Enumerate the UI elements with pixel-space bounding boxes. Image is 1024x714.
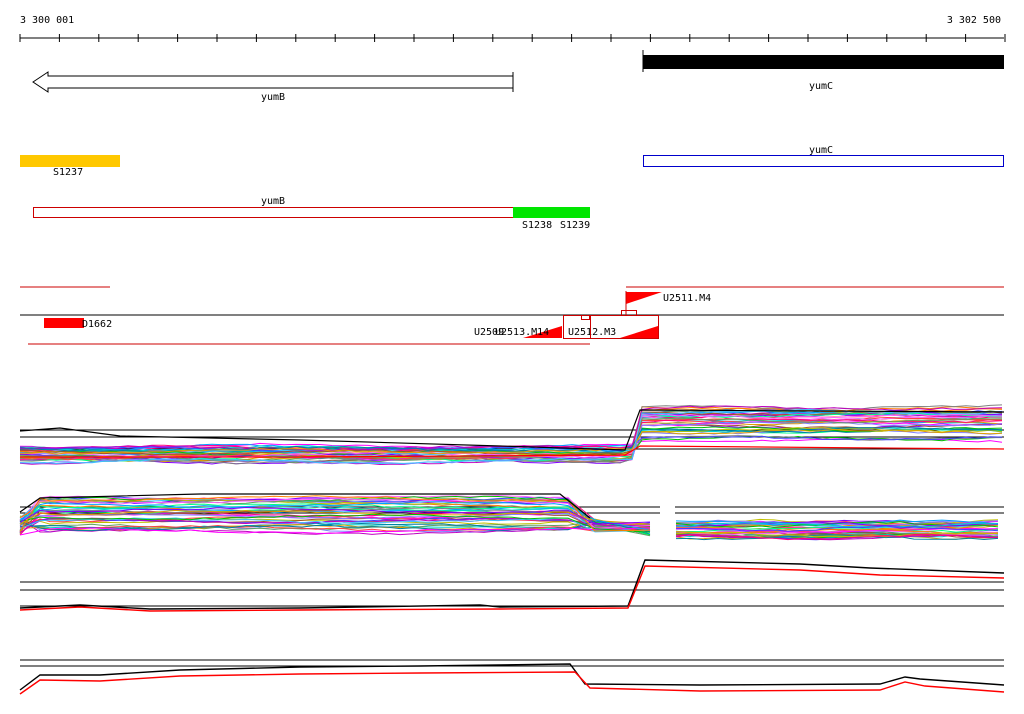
feature-u2512-m3-marker	[620, 326, 658, 338]
feature-u2509-label: U2509	[474, 327, 504, 338]
segment-s1239-label: S1239	[560, 220, 590, 231]
feature-track[interactable]: D1662 U2511.M4 U2512.M3 U2509 U2513.M14	[20, 286, 1004, 345]
ruler-start-label: 3 300 001	[20, 15, 74, 26]
feature-u2512-m3-label: U2512.M3	[568, 327, 616, 338]
track-2-profile	[19, 512, 651, 533]
track-2-profile	[19, 515, 651, 532]
feature-u2513-m14-label: U2513.M14	[495, 327, 549, 338]
track-2-profile	[19, 522, 651, 530]
track-2-profile	[675, 531, 999, 538]
track-2-profile	[19, 503, 651, 536]
track-2-profile	[19, 517, 651, 533]
track-1-profile-red	[20, 445, 1005, 458]
feature-d1662[interactable]	[44, 318, 84, 328]
track-2-profile	[675, 525, 999, 532]
ruler-ticks	[19, 34, 1006, 42]
track-1-profile	[19, 435, 1003, 453]
segment-yumB-label: yumB	[261, 196, 285, 207]
track-1-profile	[19, 406, 1002, 458]
segment-s1238-label: S1238	[522, 220, 552, 231]
coordinate-ruler: 3 300 001 3 302 500	[19, 15, 1006, 42]
track-1-profile	[19, 417, 1003, 461]
track-3-profile-black	[19, 559, 1005, 610]
track-2-profile	[675, 533, 999, 541]
feature-d1662-label: D1662	[82, 319, 112, 330]
track-2-profile	[19, 527, 651, 536]
track-3-profile-red	[19, 565, 1005, 612]
expression-track-3	[19, 559, 1005, 612]
segment-s1238-s1239[interactable]	[513, 207, 590, 218]
track-2-profile	[19, 495, 651, 532]
expression-track-2	[19, 493, 1004, 541]
gene-track[interactable]: yumB yumC	[32, 50, 1004, 103]
feature-u2513-m14-box[interactable]	[563, 315, 591, 339]
expression-track-1	[19, 404, 1005, 466]
track-1-profile	[19, 427, 1003, 452]
feature-u2511-m4-label: U2511.M4	[663, 293, 711, 304]
track-2-profile	[676, 522, 999, 528]
track-2-profile	[19, 501, 651, 531]
gene-yumC-label: yumC	[809, 81, 833, 92]
expression-track-4	[19, 659, 1005, 695]
track-1-profile	[19, 410, 1003, 456]
segment-s1237[interactable]	[20, 155, 120, 167]
segment-track[interactable]: S1237 yumC yumB S1238 S1239	[20, 145, 1004, 231]
track-2-profile-black	[19, 493, 591, 519]
segment-yumB-outline[interactable]	[33, 207, 514, 218]
feature-u2513-m14-marker	[523, 326, 562, 338]
feature-u2513-m14-tab	[581, 315, 590, 320]
track-2-profile	[19, 506, 651, 525]
track-2-profile	[19, 513, 651, 533]
track-1-profile	[19, 428, 1003, 455]
track-2-profile	[19, 498, 651, 537]
track-2-profile	[675, 534, 999, 541]
segment-yumC-label: yumC	[809, 145, 833, 156]
ruler-end-label: 3 302 500	[947, 15, 1001, 26]
gene-yumC-bar[interactable]	[643, 55, 1004, 69]
track-1-profile-black	[19, 409, 1005, 451]
gene-yumB-arrow[interactable]	[32, 71, 514, 93]
track-2-profile	[19, 509, 651, 525]
track-2-profile	[19, 494, 651, 526]
track-4-profile-black	[19, 663, 1005, 691]
segment-yumC-outline[interactable]	[643, 155, 1004, 167]
track-4-profile-red	[19, 671, 1005, 695]
feature-u2511-m4-marker[interactable]	[626, 292, 662, 304]
segment-s1237-label: S1237	[53, 167, 83, 178]
track-2-profile	[19, 495, 651, 536]
gene-yumB-label: yumB	[261, 92, 285, 103]
track-2-profile	[19, 505, 651, 531]
